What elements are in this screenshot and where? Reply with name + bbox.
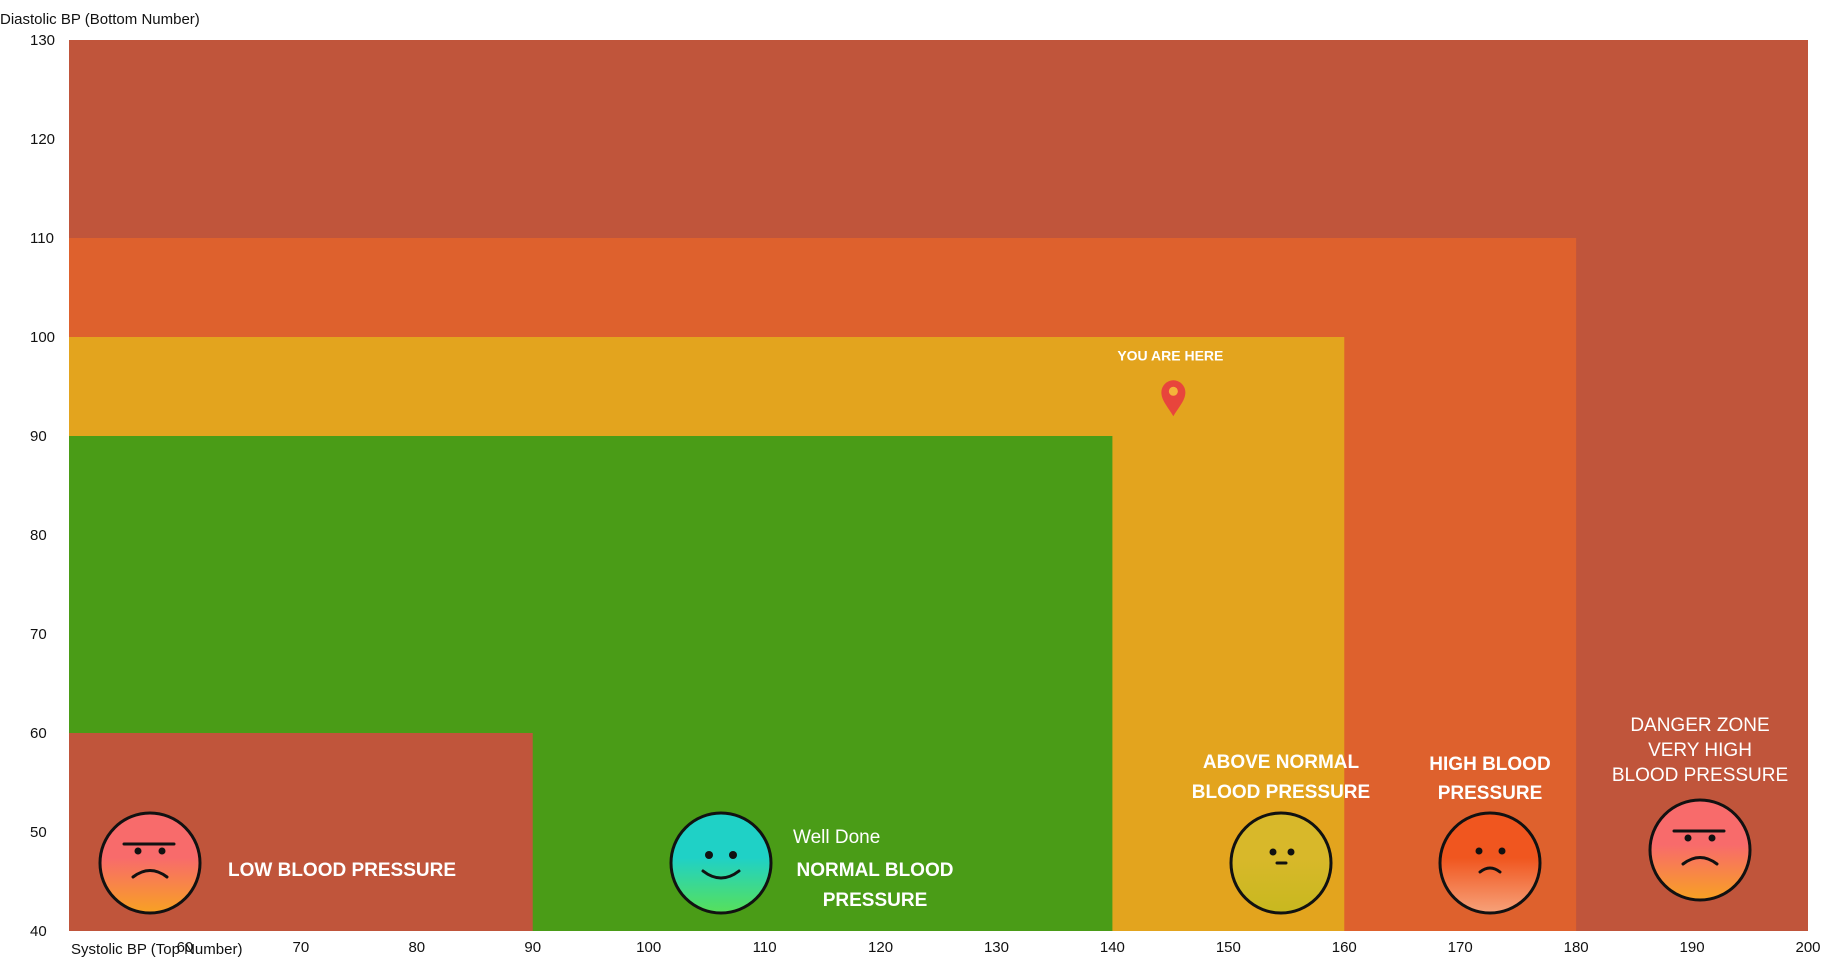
zone-label-danger: DANGER ZONE <box>1630 715 1769 736</box>
y-tick-label: 40 <box>30 923 47 940</box>
y-tick-label: 60 <box>30 725 47 742</box>
you-are-here-marker: YOU ARE HERE <box>1117 347 1223 417</box>
x-tick-label: 200 <box>1795 939 1820 956</box>
zone-label-low: LOW BLOOD PRESSURE <box>228 860 456 881</box>
x-tick-label: 180 <box>1564 939 1589 956</box>
x-tick-label: 80 <box>408 939 425 956</box>
x-tick-label: 60 <box>177 939 194 956</box>
zone-label-danger: BLOOD PRESSURE <box>1612 765 1788 786</box>
x-tick-label: 90 <box>524 939 541 956</box>
x-tick-label: 100 <box>636 939 661 956</box>
y-tick-label: 90 <box>30 428 47 445</box>
x-tick-label: 110 <box>753 939 777 956</box>
zone-label-normal: PRESSURE <box>823 890 928 911</box>
x-axis-ticks: 60 70 80 90 100 110 120 130 140 150 160 170 180 190 20… <box>177 939 1821 956</box>
y-tick-label: 130 <box>30 32 55 49</box>
zone-sublabel-normal: Well Done <box>793 827 880 848</box>
y-tick-label: 110 <box>30 230 54 247</box>
y-tick-label: 70 <box>30 626 47 643</box>
x-tick-label: 130 <box>984 939 1009 956</box>
marker-label: YOU ARE HERE <box>1117 347 1223 363</box>
zones-layer <box>69 40 1808 931</box>
y-tick-label: 100 <box>30 329 55 346</box>
x-tick-label: 120 <box>868 939 893 956</box>
faces-layer <box>98 798 1752 915</box>
face-above-neutral-icon <box>1229 811 1333 915</box>
location-pin-icon <box>1161 380 1186 417</box>
y-tick-label: 50 <box>30 824 47 841</box>
y-axis-title: Diastolic BP (Bottom Number) <box>0 11 200 28</box>
face-danger-angry-icon <box>1648 798 1752 902</box>
x-tick-label: 150 <box>1216 939 1241 956</box>
zone-labels-layer: LOW BLOOD PRESSURE Well Done NORMAL BLOOD P… <box>228 715 1788 911</box>
face-normal-happy-icon <box>669 811 773 915</box>
x-tick-label: 170 <box>1448 939 1473 956</box>
y-tick-label: 120 <box>30 131 55 148</box>
x-tick-label: 160 <box>1332 939 1357 956</box>
face-high-sad-icon <box>1438 811 1542 915</box>
zone-label-above: BLOOD PRESSURE <box>1192 782 1370 803</box>
zone-label-high: PRESSURE <box>1438 783 1543 804</box>
zone-label-above: ABOVE NORMAL <box>1203 752 1360 773</box>
zone-label-normal: NORMAL BLOOD <box>797 860 954 881</box>
y-axis-ticks: 40 50 60 70 80 90 100 110 120 130 <box>30 32 55 940</box>
x-axis-title: Systolic BP (Top Number) <box>71 941 242 958</box>
zone-label-high: HIGH BLOOD <box>1429 754 1550 775</box>
x-tick-label: 70 <box>293 939 310 956</box>
face-low-angry-icon <box>98 811 202 915</box>
y-tick-label: 80 <box>30 527 47 544</box>
x-tick-label: 190 <box>1680 939 1705 956</box>
x-tick-label: 140 <box>1100 939 1125 956</box>
zone-label-danger: VERY HIGH <box>1648 740 1752 761</box>
